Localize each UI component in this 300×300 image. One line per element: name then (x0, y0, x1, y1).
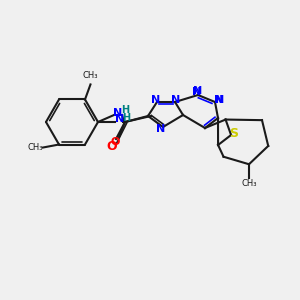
Text: O: O (110, 137, 120, 147)
Text: N: N (194, 86, 202, 96)
Text: N: N (171, 95, 181, 105)
Text: N: N (113, 108, 123, 118)
Text: S: S (230, 128, 238, 140)
Text: N: N (152, 95, 160, 105)
Text: N: N (214, 95, 224, 105)
Text: CH₃: CH₃ (241, 179, 257, 188)
Text: N: N (116, 114, 124, 124)
Text: CH₃: CH₃ (27, 143, 43, 152)
Text: H: H (121, 105, 129, 115)
Text: N: N (156, 124, 166, 134)
Text: N: N (215, 95, 225, 105)
Text: N: N (192, 87, 202, 97)
Text: O: O (107, 140, 117, 152)
Text: H: H (122, 113, 130, 123)
Text: CH₃: CH₃ (83, 71, 98, 80)
